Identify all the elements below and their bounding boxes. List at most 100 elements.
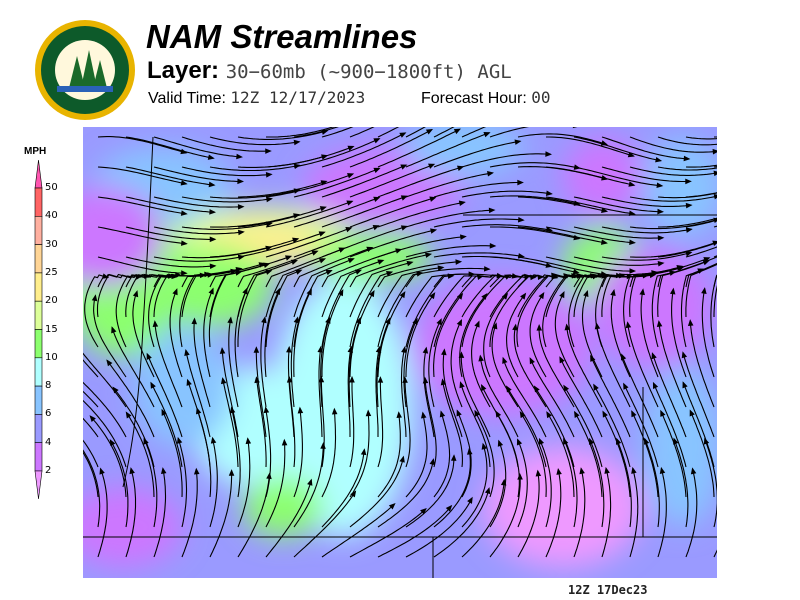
streamline: [153, 196, 244, 208]
streamline-arrow: [219, 347, 226, 354]
streamline-arrow: [712, 148, 717, 155]
streamline: [450, 320, 463, 408]
streamline-arrow: [631, 466, 637, 474]
streamline: [265, 407, 272, 498]
streamline-arrow: [642, 273, 650, 279]
streamline: [377, 166, 463, 198]
streamline: [237, 231, 325, 258]
legend-label: 4: [45, 436, 52, 448]
streamline-arrow: [208, 287, 214, 295]
streamline-arrow: [481, 293, 488, 300]
streamline-arrow: [453, 128, 461, 135]
streamline: [601, 196, 692, 207]
streamline: [209, 263, 270, 318]
streamline-arrow: [487, 171, 494, 177]
streamline: [349, 271, 392, 348]
streamline: [153, 468, 167, 558]
streamline: [461, 190, 552, 198]
streamline-arrow: [160, 467, 167, 475]
streamline: [153, 255, 244, 262]
streamline-arrow: [317, 345, 323, 353]
streamline: [621, 354, 659, 438]
streamline-arrow: [655, 156, 663, 163]
color-legend: [34, 159, 43, 500]
streamline-arrow: [195, 407, 202, 415]
streamline-arrow: [441, 348, 447, 356]
streamline-arrow: [368, 290, 375, 298]
streamline: [433, 127, 455, 138]
streamline: [405, 412, 428, 498]
streamline: [349, 261, 413, 318]
streamline-arrow: [152, 320, 159, 327]
streamline: [260, 317, 267, 408]
streamline-arrow: [412, 317, 418, 325]
streamline: [538, 438, 552, 528]
streamline: [652, 382, 687, 468]
streamline-arrow: [319, 206, 327, 212]
streamline: [460, 352, 491, 438]
streamline-arrow: [263, 406, 270, 414]
streamline-arrow: [601, 207, 609, 213]
legend-label: 10: [45, 351, 58, 363]
streamline: [546, 136, 634, 157]
streamline: [111, 327, 155, 408]
streamline: [153, 226, 244, 235]
streamline: [125, 166, 215, 186]
streamline-arrow: [102, 273, 110, 279]
streamline: [563, 385, 603, 468]
streamline-arrow: [180, 180, 188, 186]
streamline-arrow: [180, 210, 188, 216]
streamline: [349, 377, 355, 468]
streamline-arrow: [685, 178, 692, 185]
streamline-arrow: [402, 376, 408, 383]
streamline-arrow: [583, 289, 589, 298]
streamline: [320, 317, 330, 408]
streamline-arrow: [690, 467, 697, 475]
legend-over-arrow: [34, 159, 43, 189]
streamline-arrow: [559, 356, 565, 364]
legend-label: 30: [45, 238, 58, 250]
streamline: [293, 197, 380, 228]
streamline: [237, 130, 328, 140]
streamline: [601, 166, 691, 183]
streamline-arrow: [519, 411, 526, 419]
streamline: [377, 128, 460, 168]
streamline: [377, 272, 423, 348]
streamline-arrow: [481, 442, 488, 450]
streamline-arrow: [505, 385, 512, 393]
streamline-arrow: [172, 288, 178, 296]
streamline-arrow: [588, 437, 595, 445]
streamline: [685, 192, 717, 198]
streamline: [573, 468, 586, 558]
streamline: [534, 386, 575, 468]
streamline: [321, 225, 407, 258]
streamline-arrow: [228, 469, 235, 476]
streamline: [375, 347, 380, 437]
streamline: [293, 138, 380, 168]
streamline: [320, 377, 325, 468]
streamline-arrow: [669, 270, 677, 276]
streamline: [266, 127, 335, 138]
streamline: [97, 468, 108, 558]
streamline-arrow: [616, 437, 622, 445]
legend-band: [34, 216, 43, 245]
streamline: [568, 273, 598, 348]
streamline: [601, 468, 612, 558]
layer-value: 30−60mb (~900−1800ft) AGL: [225, 61, 512, 83]
streamline: [237, 270, 272, 347]
streamline-arrow: [399, 455, 405, 463]
streamline: [602, 411, 631, 498]
streamline: [682, 382, 715, 468]
streamline: [461, 224, 552, 231]
streamline: [209, 437, 218, 528]
streamline: [461, 127, 487, 138]
streamline: [657, 166, 717, 171]
streamline: [471, 321, 491, 408]
streamline-arrow: [593, 383, 599, 391]
streamline: [221, 348, 239, 438]
streamline: [517, 439, 528, 528]
streamline: [377, 261, 461, 288]
streamline: [177, 438, 188, 528]
streamline: [321, 259, 384, 318]
streamline-arrow: [235, 266, 243, 273]
